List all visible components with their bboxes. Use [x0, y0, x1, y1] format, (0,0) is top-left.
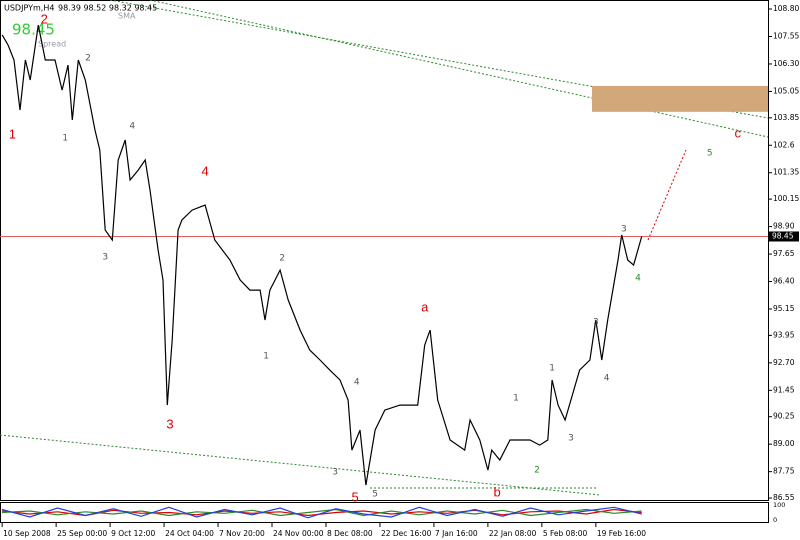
- target-zone: [592, 85, 768, 112]
- y-tick-label: 97.65: [773, 249, 795, 258]
- wave-label: 4: [635, 274, 641, 284]
- wave-label: 3: [593, 317, 599, 327]
- y-tick-label: 107.55: [773, 31, 799, 40]
- wave-label: 1: [62, 134, 68, 144]
- wave-label: 5: [352, 489, 359, 504]
- x-tick-label: 7 Jan 16:00: [435, 529, 478, 538]
- oscillator-frame: [0, 502, 769, 523]
- wave-label: a: [421, 299, 429, 314]
- y-tick-label: 91.45: [773, 385, 795, 394]
- wave-label: 3: [102, 252, 108, 262]
- wave-label: 2: [41, 11, 48, 26]
- wave-label: 4: [604, 374, 610, 384]
- big-price: 98.45: [12, 21, 55, 39]
- y-tick-label: 93.95: [773, 330, 795, 339]
- y-tick-label: 102.6: [773, 140, 795, 149]
- wave-label: 4: [201, 164, 208, 179]
- y-tick-label: 92.70: [773, 358, 795, 367]
- oscillator-line: [1, 508, 642, 517]
- y-tick-label: 86.55: [773, 493, 795, 502]
- wave-label: 5: [707, 148, 713, 158]
- wave-label: 1: [9, 126, 16, 141]
- wave-label: c: [735, 126, 742, 141]
- x-tick-label: 10 Sep 2008: [3, 529, 51, 538]
- wave-label: 3: [166, 416, 173, 431]
- wave-label: 3: [621, 225, 627, 235]
- y-tick-label: 108.80: [773, 4, 799, 13]
- price-tag: [769, 231, 799, 242]
- plot-frame: [0, 0, 769, 501]
- y-tick-label: 95.15: [773, 304, 795, 313]
- wave-label: 1: [263, 352, 269, 362]
- wave-label: 3: [332, 468, 338, 478]
- price-line: [1, 24, 643, 486]
- overlay-label: SMA: [118, 12, 136, 21]
- y-tick-label: 96.40: [773, 277, 795, 286]
- wave-label: 5: [372, 490, 378, 500]
- wave-label: 2: [279, 254, 285, 264]
- y-tick-label: 105.05: [773, 86, 799, 95]
- overlay-label: Spread: [38, 40, 66, 49]
- wave-label: 3: [568, 434, 574, 444]
- wave-label: 1: [513, 394, 519, 404]
- wave-label: 4: [129, 121, 135, 131]
- x-tick-label: 8 Dec 08:00: [327, 529, 373, 538]
- x-tick-label: 19 Feb 16:00: [597, 529, 646, 538]
- x-tick-label: 22 Dec 16:00: [381, 529, 432, 538]
- channel-line: [0, 434, 601, 496]
- x-tick-label: 7 Nov 20:00: [219, 529, 265, 538]
- x-tick-label: 9 Oct 12:00: [111, 529, 155, 538]
- x-tick-label: 22 Jan 08:00: [489, 529, 537, 538]
- wave-label: 2: [534, 466, 540, 476]
- y-tick-label: 90.25: [773, 412, 795, 421]
- projection-line: [647, 149, 687, 241]
- symbol-title: USDJPYm,H4: [4, 4, 54, 13]
- y-tick-label: 98.90: [773, 222, 795, 231]
- x-tick-label: 24 Oct 04:00: [165, 529, 214, 538]
- y-tick-label: 103.85: [773, 113, 799, 122]
- y-tick-label: 87.75: [773, 467, 795, 476]
- wave-label: 1: [549, 363, 555, 373]
- oscillator-line: [1, 506, 642, 519]
- oscillator-tick-label: 0: [773, 516, 777, 524]
- y-tick-label: 101.35: [773, 168, 799, 177]
- x-tick-label: 24 Nov 00:00: [273, 529, 324, 538]
- oscillator-tick-label: 100: [773, 501, 785, 509]
- wave-label: b: [493, 484, 500, 499]
- x-tick-label: 5 Feb 08:00: [543, 529, 588, 538]
- wave-label: 2: [85, 54, 91, 64]
- quote: 98.39 98.52 98.32 98.45: [58, 4, 157, 13]
- wave-label: 4: [354, 377, 360, 387]
- price-tag-label: 98.45: [772, 231, 794, 240]
- y-tick-label: 89.00: [773, 439, 795, 448]
- x-tick-label: 25 Sep 00:00: [57, 529, 107, 538]
- channel-line: [149, 0, 769, 138]
- oscillator-line: [1, 508, 642, 517]
- y-tick-label: 100.15: [773, 194, 799, 203]
- y-tick-label: 106.30: [773, 59, 799, 68]
